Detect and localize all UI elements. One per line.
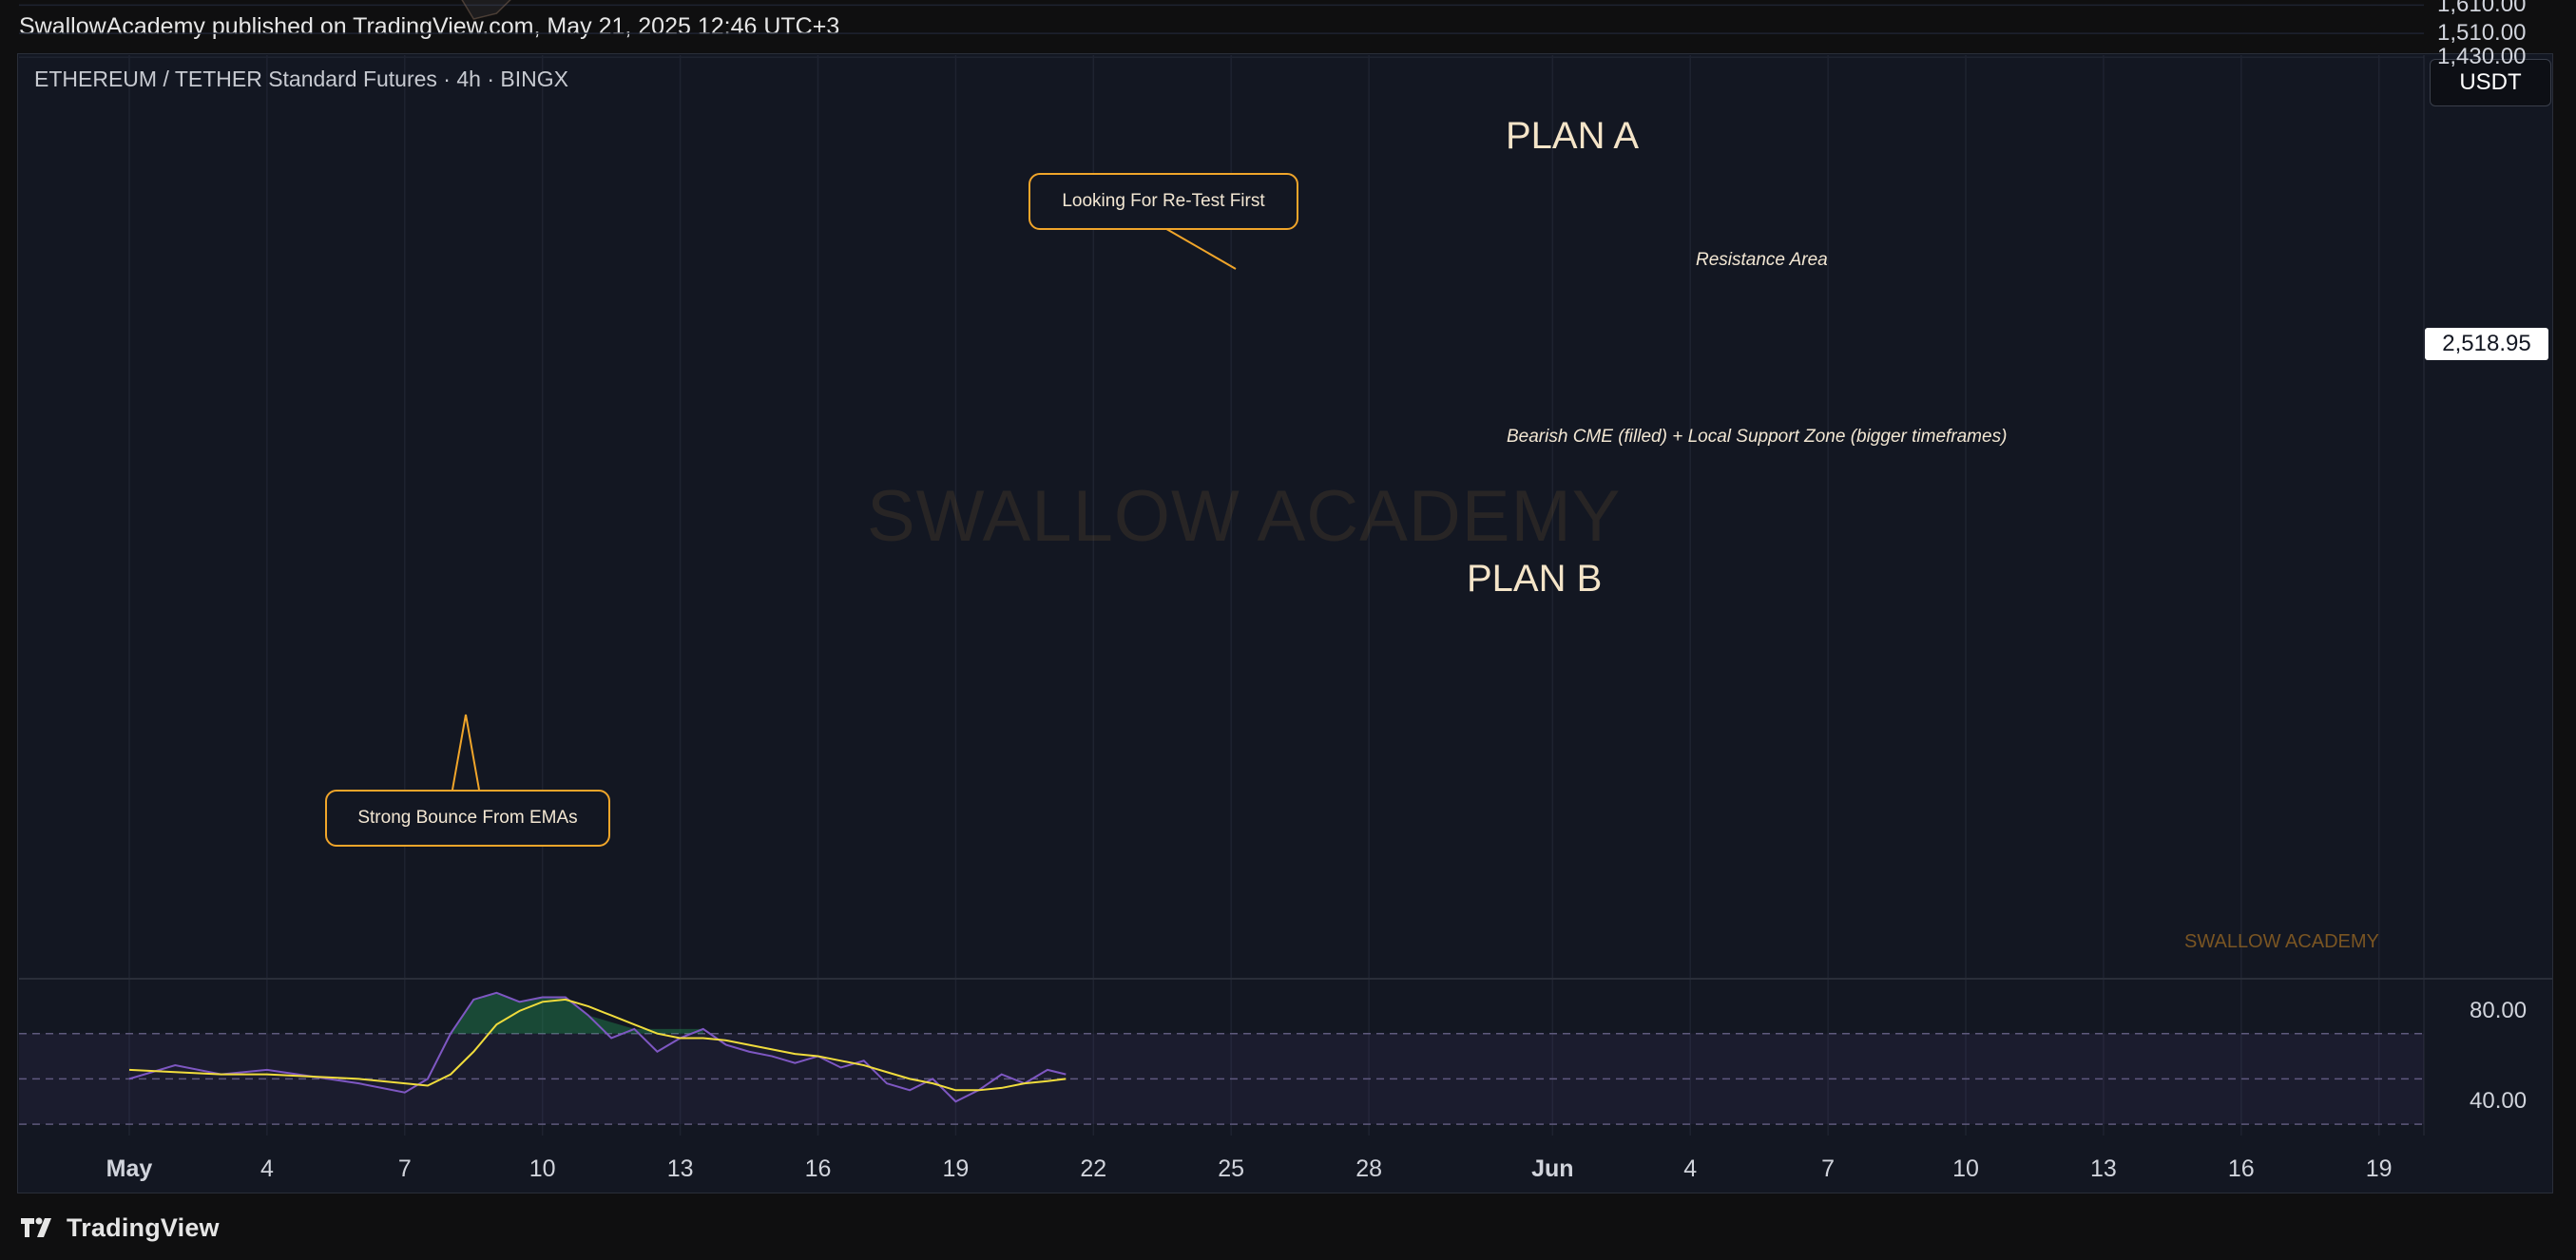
x-tick-label: 19	[942, 1155, 970, 1182]
x-tick-label: 4	[1683, 1155, 1698, 1182]
x-tick-label: Jun	[1531, 1155, 1574, 1182]
retest-callout: Looking For Re-Test First	[1028, 173, 1298, 230]
rsi-ma-line	[128, 998, 1067, 1092]
currency-button[interactable]: USDT	[2430, 59, 2551, 106]
resistance-label: Resistance Area	[1696, 250, 1828, 270]
x-tick-label: 22	[1080, 1155, 1107, 1182]
y-tick-label: 1,510.00	[2437, 20, 2527, 47]
plan-b-label: PLAN B	[1467, 558, 1603, 600]
watermark-small: SWALLOW ACADEMY	[2184, 931, 2379, 952]
bounce-callout-pointer	[452, 714, 480, 791]
x-tick-label: 10	[529, 1155, 556, 1182]
tradingview-brand[interactable]: TradingView	[67, 1212, 220, 1242]
top-bar: SwallowAcademy published on TradingView.…	[0, 0, 2576, 55]
rsi-band-fill	[19, 1033, 2424, 1125]
x-tick-label: 16	[804, 1155, 832, 1182]
chart-panel[interactable]	[17, 53, 2553, 1193]
published-info: SwallowAcademy published on TradingView.…	[19, 13, 840, 40]
x-tick-label: 7	[1821, 1155, 1836, 1182]
x-tick-label: 7	[397, 1155, 412, 1182]
y-tick-label: 1,430.00	[2437, 44, 2527, 70]
x-tick-label: 10	[1952, 1155, 1979, 1182]
rsi-overbought-fill	[451, 992, 703, 1034]
y-tick-label: 1,610.00	[2437, 0, 2527, 18]
x-tick-label: 13	[666, 1155, 694, 1182]
x-tick-label: 19	[2365, 1155, 2393, 1182]
tradingview-logo-icon	[21, 1217, 51, 1237]
plan-a-label: PLAN A	[1506, 115, 1640, 157]
x-tick-label: 16	[2227, 1155, 2255, 1182]
rsi-tick-label: 40.00	[2470, 1088, 2528, 1115]
x-tick-label: May	[106, 1155, 153, 1182]
bollinger-band	[461, 0, 511, 20]
support-label: Bearish CME (filled) + Local Support Zon…	[1507, 427, 2008, 447]
retest-callout-pointer	[1161, 225, 1237, 270]
rsi-line	[128, 991, 1067, 1103]
symbol-title: ETHEREUM / TETHER Standard Futures · 4h …	[34, 67, 568, 91]
x-tick-label: 28	[1355, 1155, 1382, 1182]
x-tick-label: 4	[260, 1155, 274, 1182]
rsi-tick-label: 80.00	[2470, 997, 2528, 1023]
x-tick-label: 13	[2089, 1155, 2117, 1182]
footer: TradingView	[19, 1209, 220, 1247]
current-price-label: 2,518.95	[2425, 328, 2548, 360]
bounce-callout: Strong Bounce From EMAs	[325, 790, 610, 847]
x-tick-label: 25	[1218, 1155, 1245, 1182]
watermark: SWALLOW ACADEMY	[867, 476, 1622, 557]
